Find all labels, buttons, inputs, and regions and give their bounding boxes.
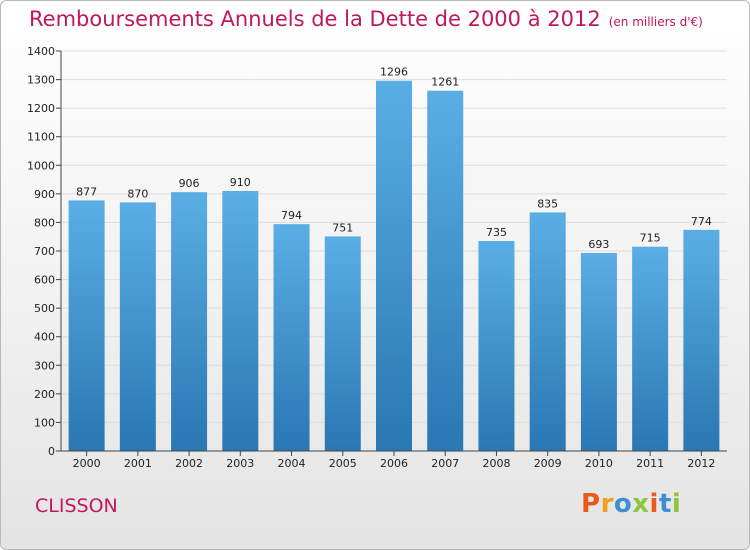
bar-value-label: 1296 [380, 66, 408, 79]
y-tick-label: 1000 [27, 159, 55, 172]
y-tick-label: 0 [48, 445, 55, 458]
bar [427, 90, 464, 451]
bar-value-label: 877 [76, 185, 97, 198]
x-tick-label: 2009 [534, 457, 562, 470]
y-tick-label: 700 [34, 245, 55, 258]
chart-title: Remboursements Annuels de la Dette de 20… [29, 7, 703, 31]
bar [324, 236, 361, 451]
bar-value-label: 751 [332, 221, 353, 234]
bar-value-label: 693 [588, 238, 609, 251]
y-tick-label: 1400 [27, 45, 55, 58]
brand-letter: t [658, 489, 672, 519]
bar [632, 246, 669, 451]
bar [529, 212, 566, 451]
bar-value-label: 774 [691, 215, 712, 228]
brand-letter: o [613, 489, 633, 519]
bar [376, 80, 412, 451]
bars: 877 870 906 910 794 751 1296 1261 735 835 693 715 77… [68, 66, 720, 451]
brand-letter: r [600, 489, 614, 519]
x-tick-label: 2007 [431, 457, 459, 470]
x-tick-label: 2004 [278, 457, 306, 470]
y-tick-label: 900 [34, 188, 55, 201]
bar-value-label: 870 [127, 187, 148, 200]
bar-value-label: 794 [281, 209, 302, 222]
axes [60, 51, 727, 452]
proxiti-logo: Proxiti [581, 489, 681, 519]
y-tick-label: 1200 [27, 102, 55, 115]
bar [478, 241, 515, 451]
x-tick-label: 2006 [380, 457, 408, 470]
bar [580, 253, 617, 451]
x-tick-label: 2008 [482, 457, 510, 470]
x-tick-label: 2001 [124, 457, 152, 470]
town-name: CLISSON [35, 495, 118, 517]
y-tick-label: 800 [34, 216, 55, 229]
brand-letter: i [649, 489, 659, 519]
x-tick-label: 2005 [329, 457, 357, 470]
x-tick-label: 2011 [636, 457, 664, 470]
y-tick-label: 300 [34, 359, 55, 372]
bar [68, 200, 105, 451]
y-tick-label: 100 [34, 416, 55, 429]
bar-value-label: 715 [640, 232, 661, 245]
bar-value-label: 910 [230, 176, 251, 189]
bar-value-label: 835 [537, 197, 558, 210]
bar-value-label: 906 [179, 177, 200, 190]
x-tick-label: 2003 [226, 457, 254, 470]
bar [273, 224, 310, 451]
brand-letter: x [632, 489, 650, 519]
y-axis-ticks: 0 100 200 300 400 500 600 700 800 900 1000 1100 1200… [27, 45, 61, 458]
bar-value-label: 1261 [431, 76, 459, 89]
x-tick-label: 2012 [687, 457, 715, 470]
x-tick-label: 2002 [175, 457, 203, 470]
x-tick-label: 2000 [73, 457, 101, 470]
bar [683, 229, 720, 451]
brand-letter: i [671, 489, 682, 519]
y-tick-label: 1300 [27, 74, 55, 87]
bar-value-label: 735 [486, 226, 507, 239]
y-tick-label: 200 [34, 388, 55, 401]
bar [119, 202, 156, 451]
x-tick-label: 2010 [585, 457, 613, 470]
brand-letter: P [581, 489, 601, 519]
y-tick-label: 1100 [27, 131, 55, 144]
bar [222, 191, 259, 451]
y-tick-label: 500 [34, 302, 55, 315]
bar [171, 192, 208, 451]
y-tick-label: 600 [34, 274, 55, 287]
y-tick-label: 400 [34, 331, 55, 344]
chart-subtitle: (en milliers d'€) [608, 15, 703, 29]
chart-title-text: Remboursements Annuels de la Dette de 20… [29, 7, 601, 31]
x-axis-ticks: 2000 2001 2002 2003 2004 2005 2006 2007 2008 2009… [73, 451, 715, 470]
